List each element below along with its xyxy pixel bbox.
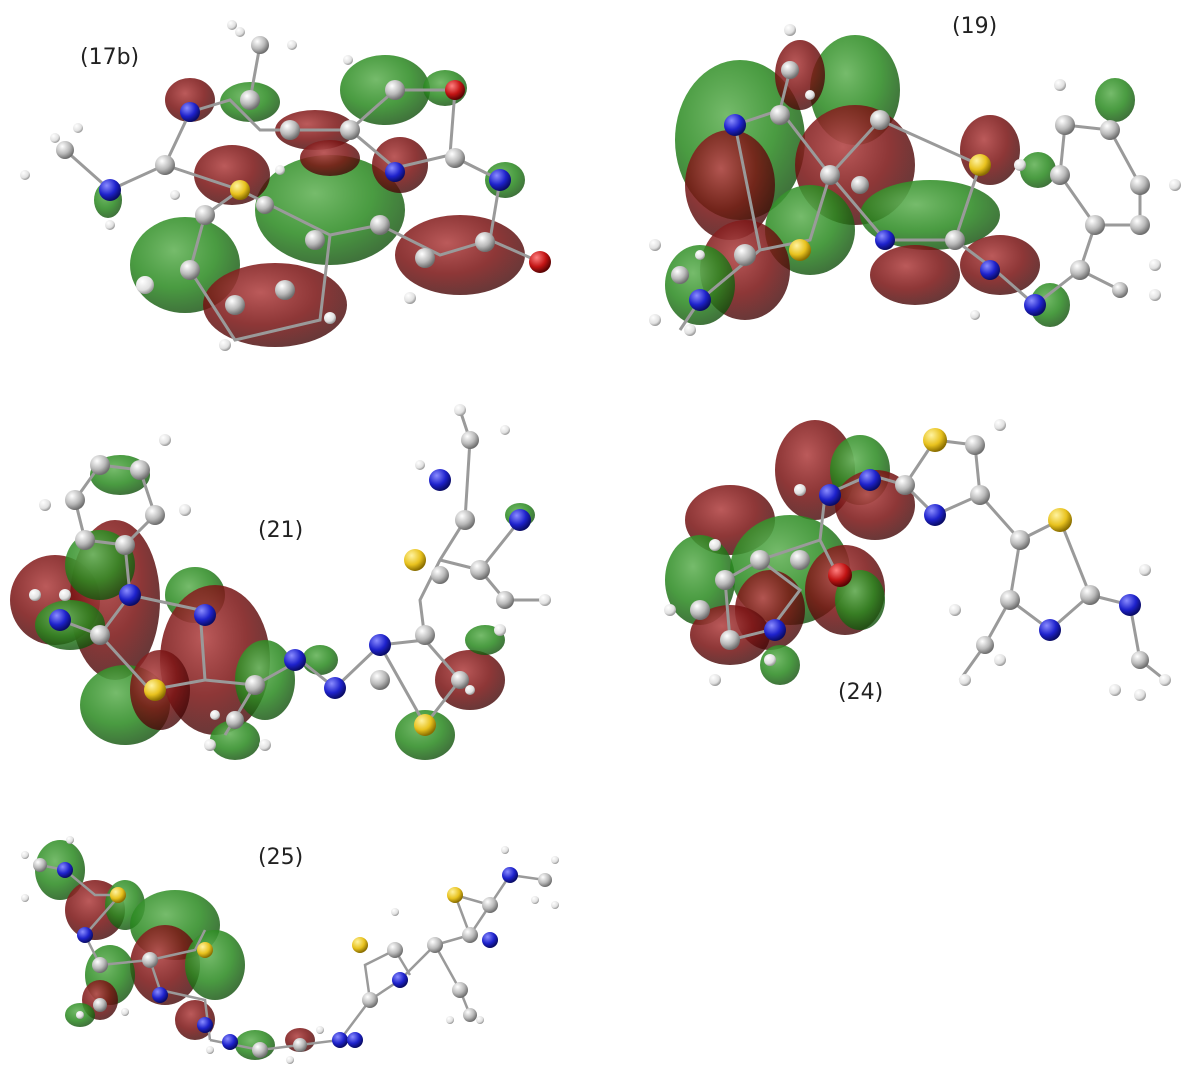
orbital-lobes	[10, 455, 535, 760]
atoms	[20, 20, 551, 351]
panel-21	[10, 404, 551, 760]
panel-24	[664, 419, 1171, 701]
panel-17b	[20, 20, 551, 351]
panel-label-19: (19)	[952, 14, 998, 39]
orbital-lobes	[665, 35, 1135, 327]
panel-label-24: (24)	[838, 680, 884, 705]
panel-25	[21, 836, 559, 1064]
panel-label-17b: (17b)	[80, 45, 140, 70]
orbital-lobes	[665, 420, 915, 685]
panel-label-25: (25)	[258, 845, 304, 870]
orbital-lobes	[94, 55, 525, 347]
atoms	[21, 836, 559, 1064]
atoms	[29, 404, 551, 751]
orbital-lobes	[35, 840, 315, 1060]
atoms	[649, 24, 1181, 336]
panel-19	[649, 24, 1181, 336]
atoms	[664, 419, 1171, 701]
panel-label-21: (21)	[258, 518, 304, 543]
